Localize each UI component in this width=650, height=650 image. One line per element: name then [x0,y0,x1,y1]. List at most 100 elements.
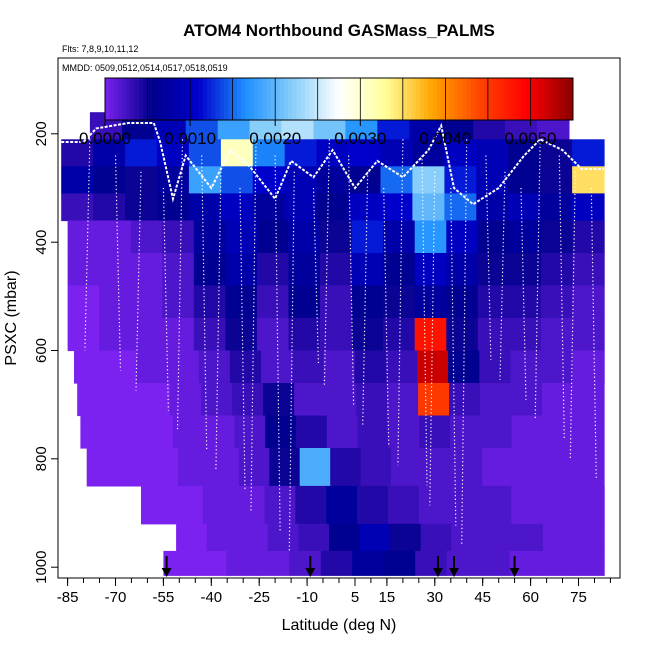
heatmap-cell [220,139,254,167]
colorbar-tick-label: 0.0010 [164,129,216,148]
heatmap-cell [269,448,301,487]
colorbar-swatch [373,78,378,120]
heatmap-cell [252,193,286,222]
colorbar-swatch [530,78,536,120]
heatmap-cell [446,253,479,287]
heatmap-cell [67,285,100,319]
heatmap-cell [351,318,384,352]
colorbar-swatch [436,78,442,120]
heatmap-cell [542,485,574,525]
colorbar-swatch [283,78,289,120]
heatmap-cell [237,523,269,552]
x-tick-label: -85 [57,589,79,606]
x-tick-label: -10 [296,589,318,606]
heatmap-cell [414,220,447,254]
heatmap-cell [543,448,575,487]
heatmap-cell [232,383,264,417]
colorbar-swatch [258,78,263,120]
colorbar-swatch [487,78,493,120]
heatmap-cell [444,193,477,222]
flight-profile-trace [499,171,506,380]
colorbar-swatch [185,78,191,120]
colorbar-swatch [249,78,255,120]
heatmap-cell [511,415,543,449]
heatmap-cell [193,285,226,319]
heatmap-cell [572,139,605,167]
heatmap-cell [325,383,357,417]
heatmap-cell [418,485,451,525]
heatmap-cell [446,318,479,352]
heatmap-cell [357,485,389,525]
colorbar-swatch [322,78,327,120]
colorbar-swatch [462,78,468,120]
flight-profile-trace [362,171,369,426]
heatmap-cell [480,383,512,417]
heatmap-cell [220,193,254,222]
heatmap-cell [170,383,202,417]
y-axis: 200 400 600 800 1000 [33,121,58,584]
heatmap-cell [512,448,544,487]
colorbar-swatch [385,78,391,120]
heatmap-cell [476,139,509,167]
heatmap-cell [417,350,449,384]
heatmap-cell [450,415,482,449]
x-tick-label: 45 [474,589,491,606]
heatmap-cell [225,220,258,254]
colorbar-swatch [232,78,238,120]
arrow-head [449,568,459,577]
heatmap-cell [111,415,143,449]
heatmap-cell [572,193,605,222]
colorbar-swatch [509,78,514,120]
heatmap-cell [478,550,511,576]
heatmap-cell [388,415,420,449]
heatmap-cell [316,166,350,194]
colorbar-swatch [143,78,148,120]
dates-label: MMDD: 0509,0512,0514,0517,0518,0519 [62,63,228,73]
arrow-head [433,568,443,577]
colorbar-swatch [564,78,570,120]
heatmap-cell [329,523,361,552]
colorbar-swatch [279,78,285,120]
heatmap-cell [67,318,100,352]
heatmap-cell [508,193,541,222]
heatmap [61,112,605,576]
heatmap-cell [316,139,350,167]
heatmap-cell [356,383,388,417]
heatmap-cell [80,415,112,449]
heatmap-cell [193,253,226,287]
colorbar-swatch [313,78,319,120]
colorbar-swatch [296,78,302,120]
heatmap-cell [351,285,384,319]
flight-profile-trace [239,187,246,491]
heatmap-cell [383,318,416,352]
heatmap-cell [444,166,477,194]
heatmap-cell [348,193,382,222]
heatmap-cell [157,166,190,194]
colorbar-swatch [241,78,246,120]
heatmap-cell [573,448,605,487]
heatmap-cell [572,350,605,384]
heatmap-cell [142,415,174,449]
flight-traces [61,122,604,551]
heatmap-cell [449,485,482,525]
heatmap-cell [93,139,126,167]
heatmap-cell [298,523,330,552]
heatmap-cell [125,139,158,167]
heatmap-cell [256,253,290,287]
heatmap-cell [390,523,422,552]
colorbar-swatch [266,78,272,120]
heatmap-cell [320,550,353,576]
sounding-arrows [161,556,520,577]
colorbar-swatch [211,78,217,120]
heatmap-cell [380,193,413,222]
x-tick-label: 15 [379,589,396,606]
heatmap-cell [542,523,575,552]
colorbar-swatch [475,78,480,120]
heatmap-cell [202,485,235,525]
colorbar-tick-label: 0.0020 [249,129,301,148]
x-tick-label: 60 [522,589,539,606]
heatmap-cell [572,285,605,319]
colorbar-swatch [534,78,540,120]
colorbar-swatch [419,78,425,120]
